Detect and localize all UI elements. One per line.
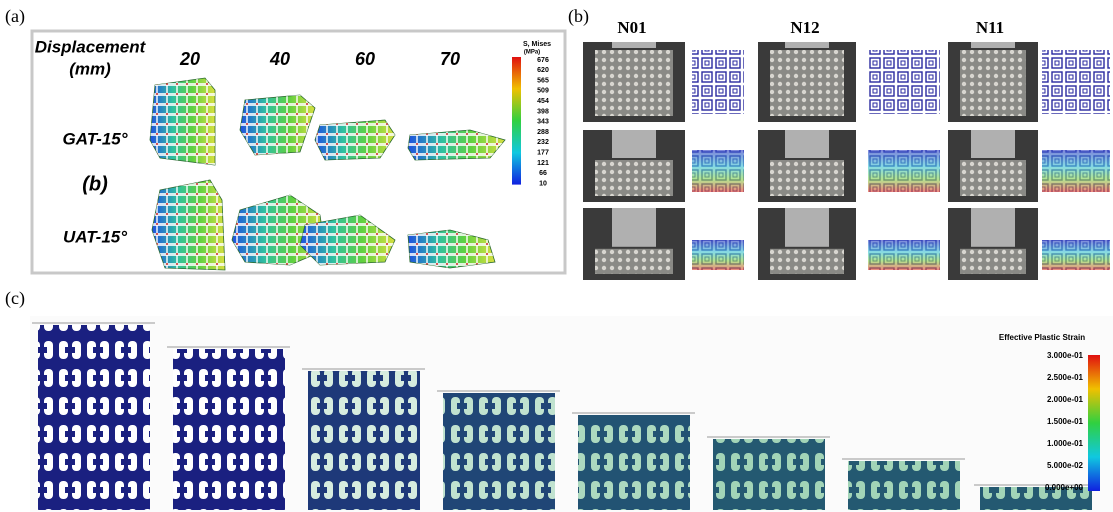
lattice-overlay xyxy=(692,240,744,270)
legend-label: 620 xyxy=(537,67,549,74)
legend-label: 343 xyxy=(537,119,549,126)
legend-label: 398 xyxy=(537,108,549,115)
specimen-photo xyxy=(595,160,673,196)
sample-label: N12 xyxy=(790,18,819,37)
lattice-block xyxy=(173,349,285,510)
panel-label: (a) xyxy=(5,6,25,27)
weave-overlay xyxy=(152,180,225,270)
press-plate xyxy=(971,130,1015,158)
legend-label: 288 xyxy=(537,129,549,136)
displacement-label: 20 xyxy=(179,49,200,69)
press-plate xyxy=(785,208,829,247)
legend-title: (MPa) xyxy=(524,50,540,56)
specimen-photo xyxy=(595,50,673,116)
lattice-overlay xyxy=(868,150,940,192)
press-plate xyxy=(612,130,656,158)
displacement-label: 60 xyxy=(355,49,375,69)
legend-label: 1.500e-01 xyxy=(1047,417,1084,426)
legend-label: 121 xyxy=(537,160,549,167)
lattice-overlay xyxy=(692,150,744,192)
panel-label: (b) xyxy=(568,6,589,27)
strain-overlay xyxy=(848,461,960,510)
specimen-photo xyxy=(960,249,1026,274)
displacement-label: 40 xyxy=(269,49,290,69)
legend-label: 0.000e+00 xyxy=(1045,483,1084,492)
specimen-photo xyxy=(960,50,1026,116)
figure: (a) Displacement (mm) 20 40 60 70 GAT-15° (b) UAT… xyxy=(0,0,1113,512)
specimen-photo xyxy=(960,160,1026,196)
axis-title: Displacement xyxy=(35,37,147,56)
row-label: UAT-15° xyxy=(63,227,127,246)
press-plate xyxy=(971,208,1015,247)
axis-title: (mm) xyxy=(69,59,111,78)
strain-overlay xyxy=(713,439,825,510)
sample-label: N11 xyxy=(976,18,1004,37)
specimen-photo xyxy=(770,160,844,196)
specimen-photo xyxy=(770,50,844,116)
lattice-model xyxy=(868,50,940,114)
legend-title: Effective Plastic Strain xyxy=(999,333,1085,342)
legend-title: S, Mises xyxy=(523,41,551,48)
sublabel: (b) xyxy=(82,173,108,195)
legend-label: 2.500e-01 xyxy=(1047,373,1084,382)
row-label: GAT-15° xyxy=(62,129,127,148)
legend-label: 177 xyxy=(537,150,549,157)
press-plate xyxy=(785,42,829,48)
color-bar xyxy=(512,57,521,185)
press-plate xyxy=(612,42,656,48)
legend-label: 454 xyxy=(537,98,549,105)
legend-label: 676 xyxy=(537,57,549,64)
legend-label: 66 xyxy=(539,170,547,177)
press-plate xyxy=(612,208,656,247)
specimen-photo xyxy=(595,249,673,274)
strain-overlay xyxy=(443,393,555,510)
lattice-model xyxy=(692,50,744,114)
legend-label: 232 xyxy=(537,139,549,146)
lattice-block xyxy=(38,325,150,510)
displacement-label: 70 xyxy=(440,49,460,69)
legend-label: 509 xyxy=(537,88,549,95)
lattice-overlay xyxy=(1042,240,1110,270)
legend-label: 3.000e-01 xyxy=(1047,351,1084,360)
sample-label: N01 xyxy=(617,18,646,37)
color-bar xyxy=(1088,355,1100,491)
press-plate xyxy=(785,130,829,158)
specimen-photo xyxy=(770,249,844,274)
panel-label: (c) xyxy=(5,288,25,309)
legend-label: 2.000e-01 xyxy=(1047,395,1084,404)
legend-label: 565 xyxy=(537,77,549,84)
strain-overlay xyxy=(578,415,690,510)
lattice-overlay xyxy=(1042,150,1110,192)
press-plate xyxy=(971,42,1015,48)
lattice-model xyxy=(1042,50,1110,114)
legend-label: 10 xyxy=(539,180,547,187)
legend-label: 5.000e-02 xyxy=(1047,461,1084,470)
lattice-overlay xyxy=(868,240,940,270)
weave-overlay xyxy=(150,78,215,165)
legend-label: 1.000e-01 xyxy=(1047,439,1084,448)
strain-overlay xyxy=(308,371,420,510)
